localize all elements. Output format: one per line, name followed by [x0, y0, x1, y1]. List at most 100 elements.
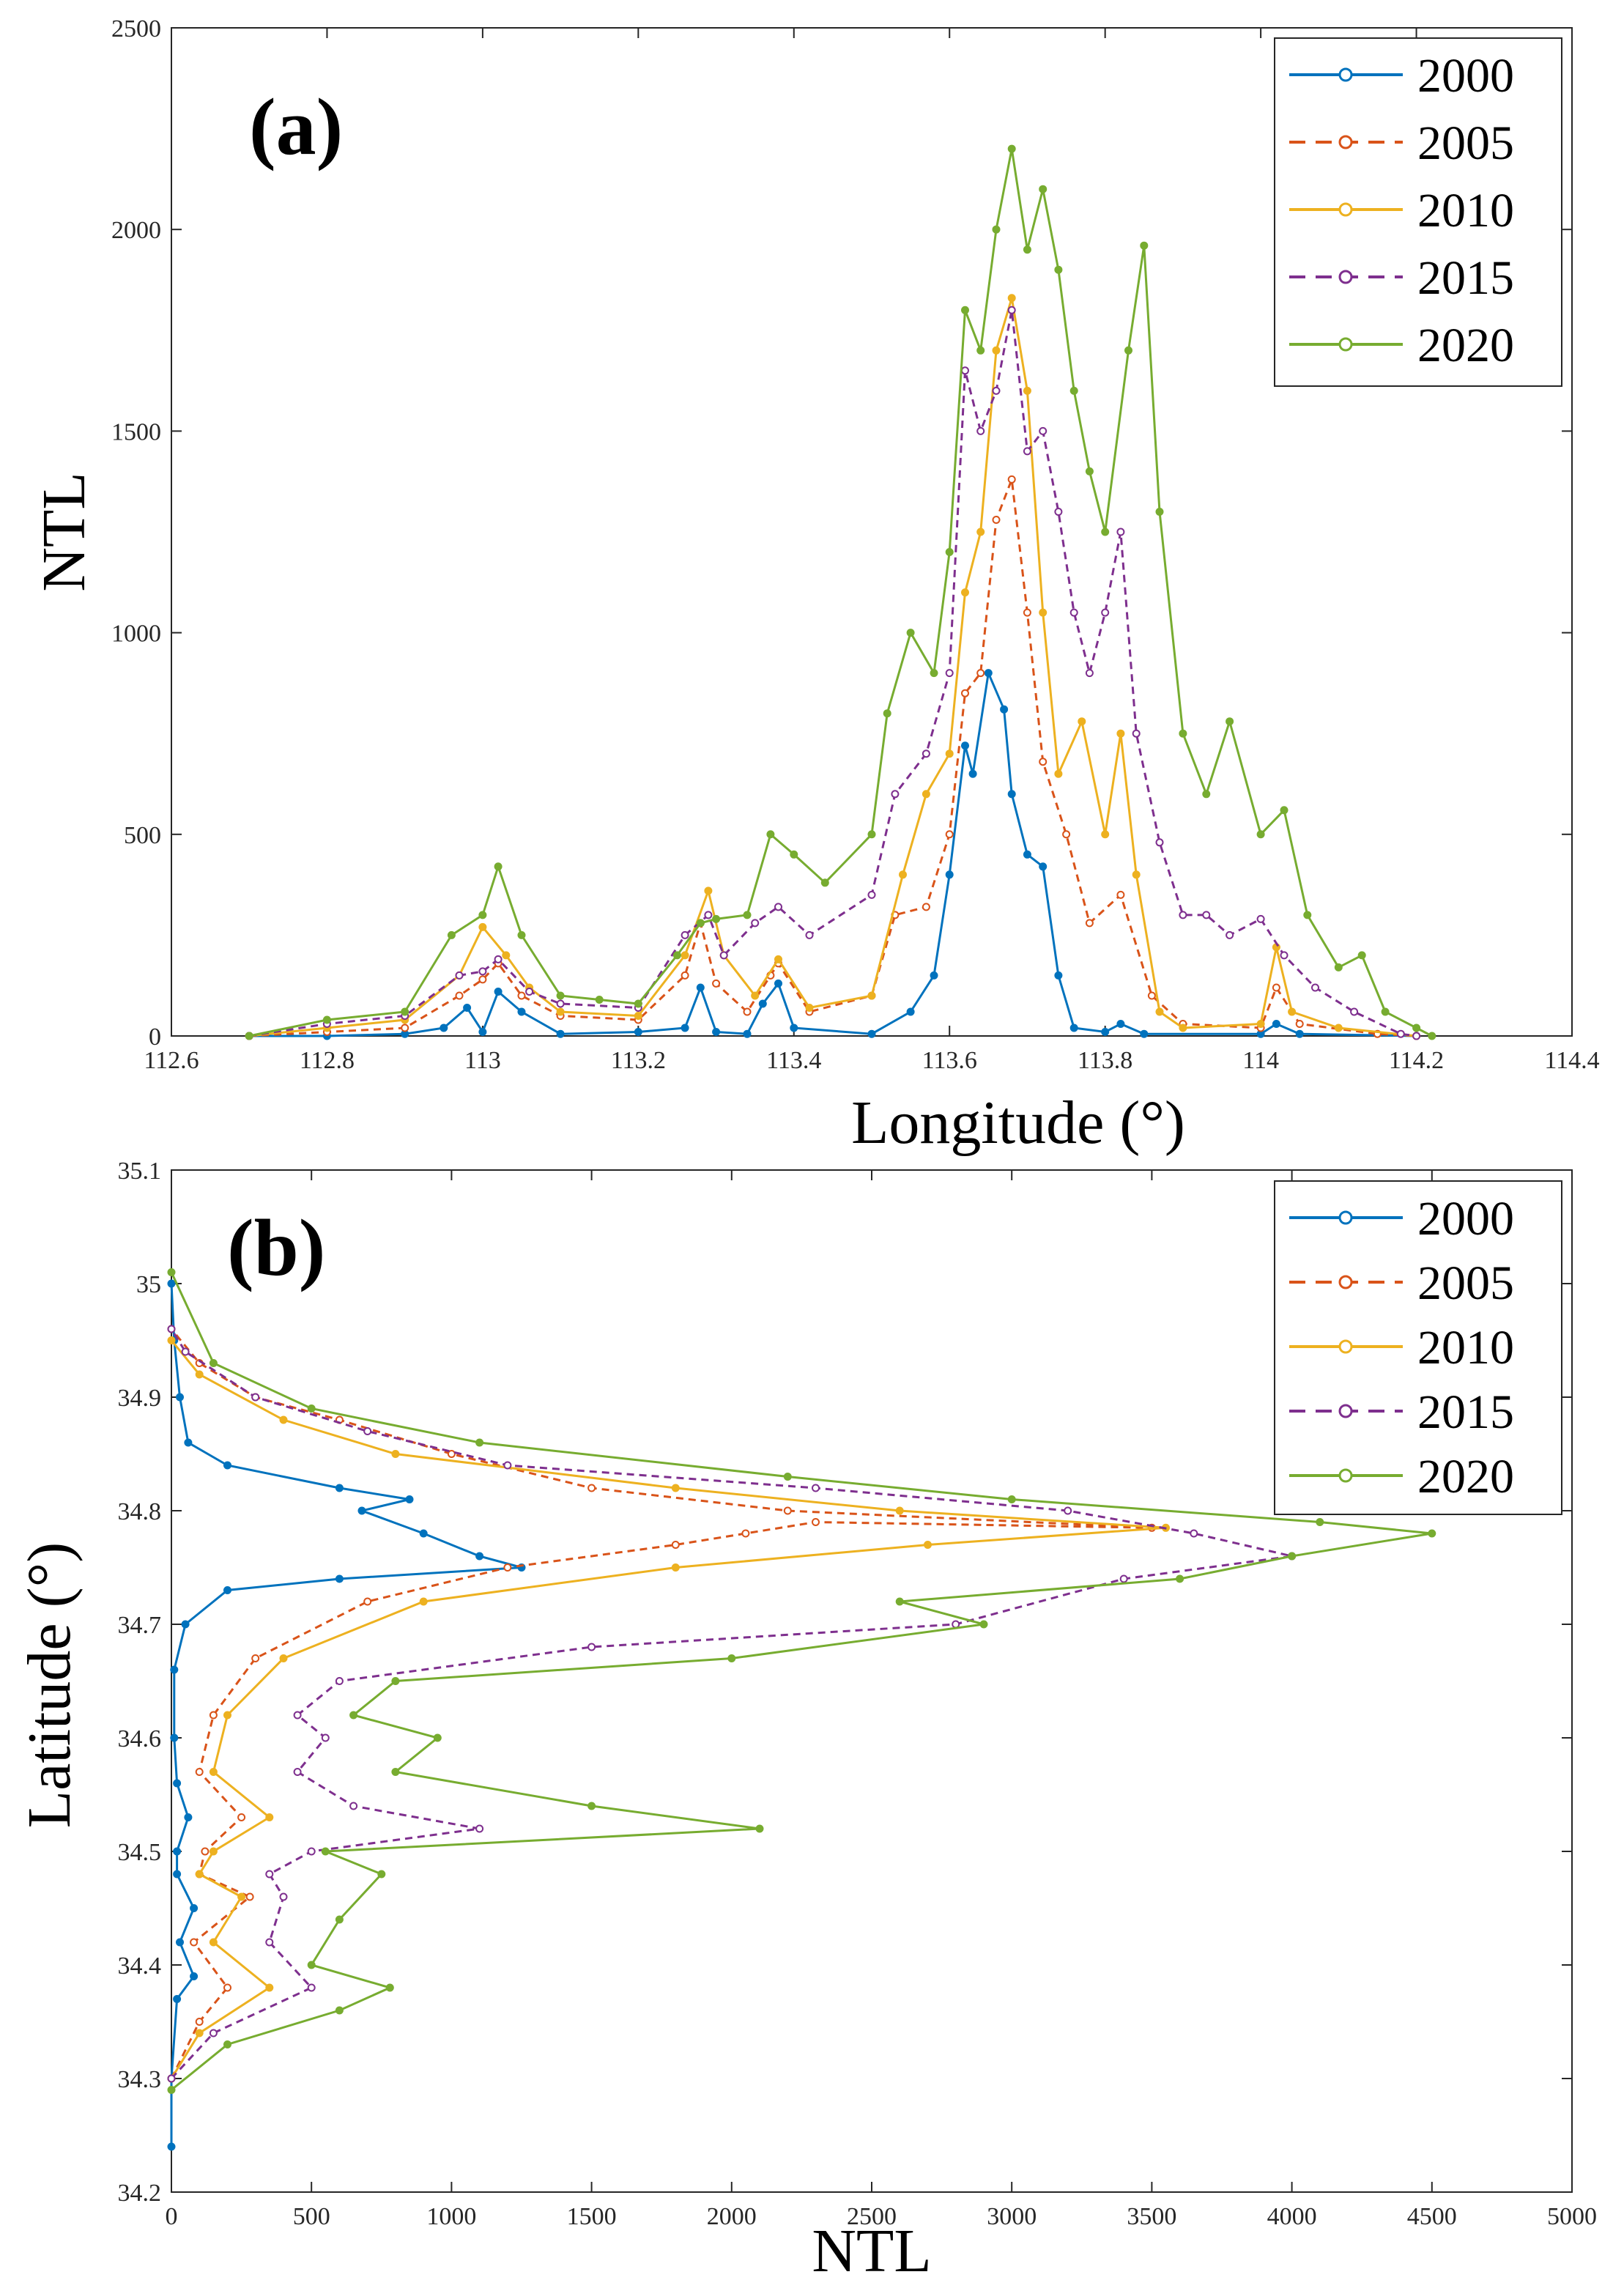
y-tick-label: 34.7: [118, 1612, 162, 1639]
data-point: [587, 1643, 596, 1651]
data-point: [1179, 729, 1187, 738]
panel-b-x-axis-title: NTL: [812, 2217, 931, 2280]
data-point: [696, 983, 705, 992]
data-point: [1295, 1029, 1304, 1038]
data-point: [755, 1824, 764, 1833]
panel-b-series: [167, 1268, 1436, 2151]
data-point: [945, 830, 954, 839]
y-tick-label: 2500: [111, 15, 161, 42]
data-point: [774, 979, 782, 988]
y-tick-label: 1000: [111, 621, 161, 648]
data-point: [1101, 528, 1110, 536]
data-point: [743, 911, 752, 919]
x-tick-label: 4500: [1407, 2203, 1457, 2230]
data-point: [265, 1938, 274, 1947]
data-point: [195, 2018, 204, 2026]
data-point: [322, 1015, 331, 1024]
data-point: [503, 1461, 512, 1470]
data-point: [335, 2006, 344, 2015]
y-tick-label: 34.3: [118, 2066, 162, 2093]
data-point: [433, 1733, 442, 1742]
series-line-2015: [248, 310, 1417, 1037]
data-point: [634, 999, 642, 1008]
data-point: [743, 1029, 752, 1038]
data-point: [209, 1359, 218, 1367]
data-point: [922, 790, 930, 799]
data-point: [321, 1733, 330, 1742]
data-point: [1039, 862, 1048, 871]
data-point: [1272, 983, 1280, 992]
y-tick-label: 35: [136, 1271, 161, 1298]
data-point: [447, 930, 456, 939]
data-point: [976, 346, 985, 355]
data-point: [930, 669, 938, 678]
data-point: [401, 1007, 409, 1016]
data-point: [712, 979, 721, 988]
data-point: [696, 919, 705, 928]
data-point: [1288, 1007, 1297, 1016]
data-point: [1412, 1032, 1421, 1040]
data-point: [1069, 386, 1078, 395]
data-point: [961, 588, 969, 597]
data-point: [1226, 930, 1234, 939]
data-point: [1069, 1024, 1078, 1032]
data-point: [1078, 717, 1086, 726]
data-point: [377, 1870, 386, 1879]
data-point: [475, 1438, 484, 1447]
data-point: [391, 1450, 400, 1458]
data-point: [1179, 911, 1187, 919]
data-point: [1132, 729, 1141, 738]
data-point: [1054, 769, 1063, 778]
data-point: [167, 2074, 176, 2083]
data-point: [167, 1325, 176, 1333]
data-point: [209, 2029, 218, 2037]
data-point: [237, 1813, 246, 1821]
data-point: [595, 996, 604, 1004]
y-tick-label: 34.6: [118, 1725, 162, 1752]
data-point: [1176, 1574, 1184, 1583]
data-point: [945, 870, 954, 879]
data-point: [167, 1336, 176, 1344]
data-point: [671, 1541, 680, 1549]
x-tick-label: 1000: [426, 2203, 476, 2230]
data-point: [335, 1677, 344, 1685]
data-point: [1062, 830, 1071, 839]
data-point: [1226, 717, 1234, 726]
data-point: [1007, 475, 1016, 484]
data-point: [209, 1711, 218, 1720]
data-point: [952, 1620, 960, 1629]
data-point: [195, 1768, 204, 1776]
series-2010: [167, 1336, 1170, 2083]
y-tick-label: 34.5: [118, 1839, 162, 1866]
data-point: [984, 669, 993, 678]
data-point: [1101, 608, 1110, 617]
data-point: [405, 1495, 414, 1503]
data-point: [307, 1983, 316, 1992]
data-point: [176, 1938, 184, 1947]
data-point: [1085, 669, 1094, 678]
data-point: [961, 689, 969, 697]
x-tick-label: 3000: [987, 2203, 1037, 2230]
data-point: [463, 1004, 472, 1012]
data-point: [223, 1711, 231, 1720]
data-point: [1116, 729, 1125, 738]
data-point: [363, 1427, 372, 1435]
series-line-2005: [170, 1328, 1152, 2079]
data-point: [167, 2142, 176, 2151]
x-tick-label: 0: [166, 2203, 178, 2230]
data-point: [945, 669, 954, 678]
y-tick-label: 34.9: [118, 1385, 162, 1412]
data-point: [1116, 1020, 1125, 1028]
data-point: [1054, 971, 1063, 980]
data-point: [681, 1024, 689, 1032]
data-point: [805, 1004, 814, 1012]
data-point: [1412, 1024, 1421, 1032]
data-point: [478, 922, 487, 931]
x-tick-label: 114: [1242, 1047, 1279, 1074]
data-point: [1396, 1029, 1405, 1038]
data-point: [455, 991, 464, 1000]
data-point: [209, 1847, 218, 1856]
data-point: [1140, 1029, 1149, 1038]
data-point: [712, 1028, 721, 1036]
